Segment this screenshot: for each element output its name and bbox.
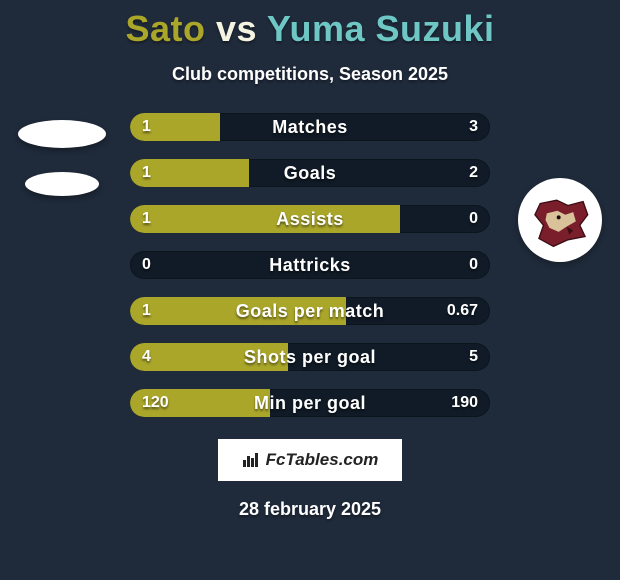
player2-logo bbox=[518, 178, 602, 262]
stats-bars: Matches13Goals12Assists10Hattricks00Goal… bbox=[130, 113, 490, 417]
stat-left-value: 4 bbox=[142, 343, 151, 371]
stat-left-value: 1 bbox=[142, 113, 151, 141]
stat-row: Goals per match1 0.67 bbox=[130, 297, 490, 325]
attribution-text: FcTables.com bbox=[266, 450, 379, 470]
stat-left-value: 0 bbox=[142, 251, 151, 279]
stat-row: Assists1 0 bbox=[130, 205, 490, 233]
ellipse-shape bbox=[18, 120, 106, 148]
stat-label: Matches bbox=[130, 113, 490, 141]
stat-label: Min per goal bbox=[130, 389, 490, 417]
stat-left-value: 120 bbox=[142, 389, 169, 417]
stat-row: Shots per goal4 5 bbox=[130, 343, 490, 371]
stat-right-value: 190 bbox=[451, 389, 478, 417]
stat-right-value: 2 bbox=[469, 159, 478, 187]
team-badge-circle bbox=[518, 178, 602, 262]
stat-right-value: 5 bbox=[469, 343, 478, 371]
page-title: Sato vs Yuma Suzuki bbox=[0, 8, 620, 50]
player1-name: Sato bbox=[125, 8, 205, 49]
comparison-card: Sato vs Yuma Suzuki Club competitions, S… bbox=[0, 0, 620, 580]
player1-logo bbox=[18, 120, 106, 196]
stat-left-value: 1 bbox=[142, 297, 151, 325]
ellipse-shape bbox=[25, 172, 99, 196]
stat-label: Shots per goal bbox=[130, 343, 490, 371]
bar-chart-icon bbox=[242, 452, 260, 468]
stat-label: Goals bbox=[130, 159, 490, 187]
attribution-badge: FcTables.com bbox=[218, 439, 402, 481]
player2-name: Yuma Suzuki bbox=[267, 8, 495, 49]
subtitle: Club competitions, Season 2025 bbox=[0, 64, 620, 85]
stat-left-value: 1 bbox=[142, 205, 151, 233]
stat-row: Goals1 2 bbox=[130, 159, 490, 187]
stat-row: Matches1 3 bbox=[130, 113, 490, 141]
stat-right-value: 0 bbox=[469, 251, 478, 279]
stat-row: Min per goal120 190 bbox=[130, 389, 490, 417]
vs-separator: vs bbox=[216, 8, 257, 49]
stat-right-value: 0 bbox=[469, 205, 478, 233]
date-text: 28 february 2025 bbox=[0, 499, 620, 520]
stat-label: Assists bbox=[130, 205, 490, 233]
stat-left-value: 1 bbox=[142, 159, 151, 187]
stat-row: Hattricks0 0 bbox=[130, 251, 490, 279]
stat-label: Goals per match bbox=[130, 297, 490, 325]
stat-right-value: 0.67 bbox=[447, 297, 478, 325]
stat-label: Hattricks bbox=[130, 251, 490, 279]
stat-right-value: 3 bbox=[469, 113, 478, 141]
wolf-head-icon bbox=[527, 187, 593, 253]
